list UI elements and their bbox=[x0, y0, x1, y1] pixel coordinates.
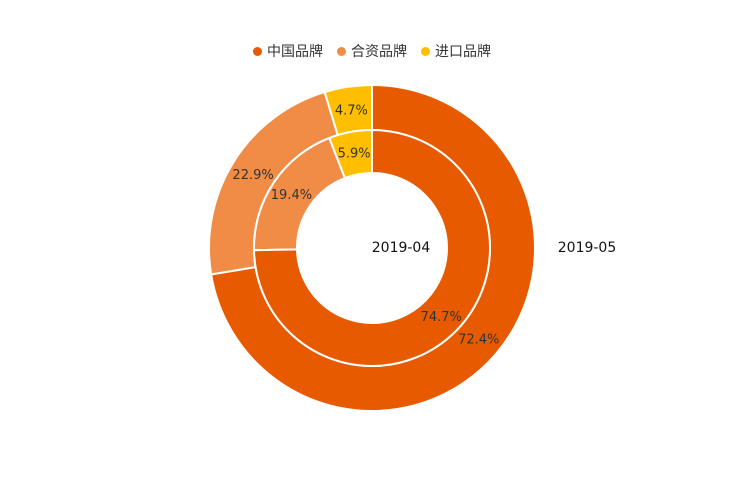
inner-ring-slice-jv-brand[interactable] bbox=[253, 136, 347, 252]
inner-ring-label: 2019-04 bbox=[372, 240, 431, 256]
legend-label: 合资品牌 bbox=[351, 44, 407, 60]
inner-ring-slice-china-brand[interactable] bbox=[252, 128, 491, 367]
outer-ring-label: 2019-05 bbox=[558, 240, 617, 256]
legend-item-jv-brand[interactable]: 合资品牌 bbox=[337, 41, 407, 61]
legend-label: 进口品牌 bbox=[435, 44, 491, 60]
outer-ring-data-label: 4.7% bbox=[335, 104, 368, 119]
inner-ring-data-label: 5.9% bbox=[338, 147, 371, 162]
legend-marker-icon bbox=[337, 46, 346, 56]
inner-ring-data-label: 74.7% bbox=[421, 310, 462, 325]
legend-label: 中国品牌 bbox=[267, 44, 323, 60]
outer-ring-data-label: 22.9% bbox=[232, 168, 273, 183]
legend-item-import-brand[interactable]: 进口品牌 bbox=[421, 41, 491, 61]
legend-marker-icon bbox=[253, 46, 262, 56]
legend-marker-icon bbox=[421, 46, 430, 56]
inner-ring-data-label: 19.4% bbox=[271, 188, 312, 203]
legend-item-china-brand[interactable]: 中国品牌 bbox=[253, 41, 323, 61]
outer-ring-data-label: 72.4% bbox=[458, 333, 499, 348]
legend: 中国品牌 合资品牌 进口品牌 bbox=[0, 40, 744, 62]
